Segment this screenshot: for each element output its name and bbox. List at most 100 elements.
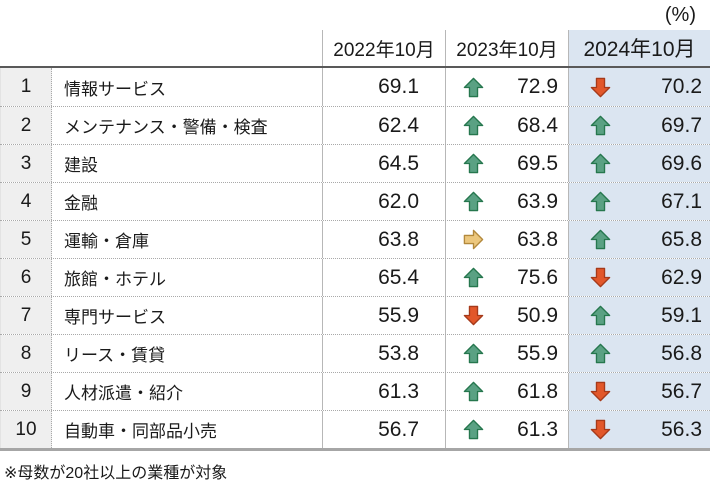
table-row: 9 人材派遣・紹介 61.3 61.8 56.7 bbox=[0, 372, 710, 410]
table-row: 2 メンテナンス・警備・検査 62.4 68.4 69.7 bbox=[0, 106, 710, 144]
value-2022: 62.0 bbox=[378, 189, 419, 213]
industry-label: リース・賃貸 bbox=[64, 346, 166, 365]
value-2022-cell: 62.4 bbox=[322, 107, 445, 144]
value-2022: 62.4 bbox=[378, 113, 419, 137]
value-2024-cell: 70.2 bbox=[568, 68, 710, 106]
industry-label: 専門サービス bbox=[64, 308, 166, 327]
value-2022: 61.3 bbox=[378, 379, 419, 403]
trend-up-icon bbox=[463, 191, 484, 212]
rank-cell: 2 bbox=[0, 107, 52, 144]
trend-2024 bbox=[589, 266, 612, 289]
header-industry-spacer bbox=[52, 30, 322, 66]
value-2023: 63.9 bbox=[517, 189, 558, 213]
table-body: 1 情報サービス 69.1 72.9 70.2 2 メンテナンス・警備・検査 62.4 68.4… bbox=[0, 68, 710, 448]
trend-2023 bbox=[462, 342, 485, 365]
value-2023: 69.5 bbox=[517, 151, 558, 175]
trend-down-icon bbox=[590, 267, 611, 288]
header-rank-spacer bbox=[0, 30, 52, 66]
rank-value: 8 bbox=[20, 342, 32, 364]
industry-cell: 建設 bbox=[52, 145, 322, 182]
value-2024: 59.1 bbox=[661, 303, 702, 327]
value-2024-cell: 56.7 bbox=[568, 373, 710, 410]
table-row: 10 自動車・同部品小売 56.7 61.3 56.3 bbox=[0, 410, 710, 448]
value-2024-cell: 65.8 bbox=[568, 221, 710, 258]
value-2024: 65.8 bbox=[661, 227, 702, 251]
table-header-row: 2022年10月 2023年10月 2024年10月 bbox=[0, 30, 710, 66]
industry-cell: 専門サービス bbox=[52, 297, 322, 334]
trend-2024 bbox=[589, 152, 612, 175]
value-2024-cell: 69.7 bbox=[568, 107, 710, 144]
industry-cell: 運輸・倉庫 bbox=[52, 221, 322, 258]
value-2024-cell: 69.6 bbox=[568, 145, 710, 182]
value-2024: 56.3 bbox=[661, 417, 702, 441]
value-2022-cell: 62.0 bbox=[322, 183, 445, 220]
value-2022: 63.8 bbox=[378, 227, 419, 251]
industry-cell: 情報サービス bbox=[52, 68, 322, 106]
trend-up-icon bbox=[590, 191, 611, 212]
unit-label: (%) bbox=[664, 3, 696, 26]
rank-value: 6 bbox=[20, 266, 32, 288]
value-2023-cell: 75.6 bbox=[445, 259, 568, 296]
value-2023: 75.6 bbox=[517, 265, 558, 289]
trend-2024 bbox=[589, 380, 612, 403]
table-row: 4 金融 62.0 63.9 67.1 bbox=[0, 182, 710, 220]
value-2022: 69.1 bbox=[378, 75, 419, 98]
industry-label: 金融 bbox=[64, 194, 98, 213]
trend-up-icon bbox=[590, 343, 611, 364]
trend-down-icon bbox=[590, 77, 611, 97]
trend-up-icon bbox=[590, 229, 611, 250]
column-header-2023: 2023年10月 bbox=[445, 30, 568, 66]
value-2024: 70.2 bbox=[661, 75, 702, 98]
trend-up-icon bbox=[590, 153, 611, 174]
table-row: 7 専門サービス 55.9 50.9 59.1 bbox=[0, 296, 710, 334]
trend-2023 bbox=[462, 304, 485, 327]
trend-2023 bbox=[462, 190, 485, 213]
value-2023-cell: 61.8 bbox=[445, 373, 568, 410]
value-2023-cell: 63.8 bbox=[445, 221, 568, 258]
table-row: 1 情報サービス 69.1 72.9 70.2 bbox=[0, 68, 710, 106]
trend-down-icon bbox=[463, 305, 484, 326]
trend-up-icon bbox=[590, 305, 611, 326]
rank-value: 10 bbox=[15, 418, 37, 440]
rank-cell: 1 bbox=[0, 68, 52, 106]
value-2024: 62.9 bbox=[661, 265, 702, 289]
industry-cell: リース・賃貸 bbox=[52, 335, 322, 372]
trend-2024 bbox=[589, 190, 612, 213]
value-2024: 56.8 bbox=[661, 341, 702, 365]
trend-2024 bbox=[589, 228, 612, 251]
trend-2023 bbox=[462, 114, 485, 137]
rank-cell: 5 bbox=[0, 221, 52, 258]
industry-cell: 旅館・ホテル bbox=[52, 259, 322, 296]
rank-value: 5 bbox=[20, 228, 32, 250]
rank-value: 2 bbox=[20, 114, 32, 136]
value-2023: 61.8 bbox=[517, 379, 558, 403]
industry-label: メンテナンス・警備・検査 bbox=[64, 118, 268, 137]
trend-down-icon bbox=[590, 419, 611, 440]
value-2022: 53.8 bbox=[378, 341, 419, 365]
rank-value: 9 bbox=[20, 380, 32, 402]
industry-label: 建設 bbox=[64, 156, 98, 175]
trend-2023 bbox=[462, 266, 485, 289]
trend-up-icon bbox=[463, 115, 484, 136]
table-row: 3 建設 64.5 69.5 69.6 bbox=[0, 144, 710, 182]
header-divider bbox=[0, 66, 710, 68]
value-2024: 56.7 bbox=[661, 379, 702, 403]
value-2022-cell: 64.5 bbox=[322, 145, 445, 182]
trend-2023 bbox=[462, 380, 485, 403]
rank-cell: 3 bbox=[0, 145, 52, 182]
column-header-2022: 2022年10月 bbox=[322, 30, 445, 66]
value-2022-cell: 65.4 bbox=[322, 259, 445, 296]
industry-label: 情報サービス bbox=[64, 79, 166, 99]
trend-up-icon bbox=[463, 267, 484, 288]
value-2023-cell: 63.9 bbox=[445, 183, 568, 220]
value-2024-cell: 62.9 bbox=[568, 259, 710, 296]
trend-2024 bbox=[589, 76, 612, 99]
industry-cell: 自動車・同部品小売 bbox=[52, 411, 322, 448]
value-2023-cell: 72.9 bbox=[445, 68, 568, 106]
value-2024: 67.1 bbox=[661, 189, 702, 213]
value-2023-cell: 68.4 bbox=[445, 107, 568, 144]
trend-2024 bbox=[589, 418, 612, 441]
value-2023: 68.4 bbox=[517, 113, 558, 137]
value-2023: 72.9 bbox=[517, 75, 558, 98]
